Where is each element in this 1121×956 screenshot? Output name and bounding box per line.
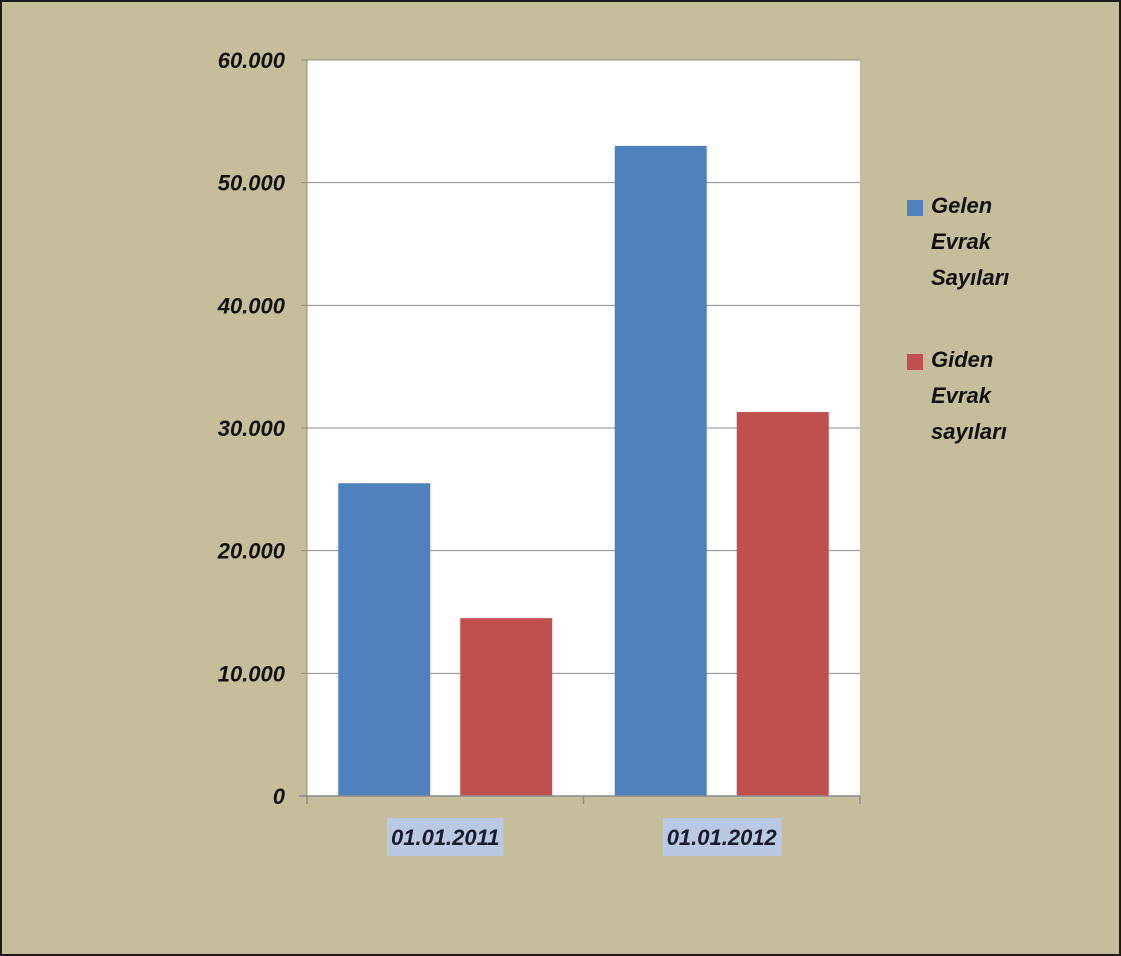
- x-category-highlight: [662, 818, 782, 856]
- x-category-label: 01.01.2011: [391, 825, 499, 850]
- bar-giden-2: [736, 412, 829, 796]
- legend: Gelen Evrak Sayıları Giden Evrak sayılar…: [905, 188, 1105, 496]
- legend-swatch-gelen: [907, 200, 923, 216]
- x-category: 01.01.2012: [662, 818, 782, 856]
- bar-giden-1: [460, 618, 553, 796]
- x-category-highlight: [387, 818, 504, 856]
- y-tick-label: 50.000: [218, 171, 286, 196]
- x-category-label: 01.01.2012: [667, 825, 778, 850]
- axes: [299, 59, 861, 804]
- x-category: 01.01.2011: [387, 818, 504, 856]
- y-tick-labels: 0 10.000 20.000 30.000 40.000 50.000 60.000: [217, 48, 286, 809]
- legend-label-giden: Giden Evrak sayıları: [931, 347, 1007, 444]
- y-tick-label: 40.000: [217, 293, 286, 318]
- y-tick-label: 30.000: [218, 416, 286, 441]
- y-tick-label: 0: [273, 784, 286, 809]
- legend-label-gelen: Gelen Evrak Sayıları: [931, 193, 1010, 290]
- bar-gelen-2: [614, 145, 707, 796]
- bar-gelen-1: [338, 483, 431, 796]
- legend-item-giden: Giden Evrak sayıları: [905, 342, 1105, 450]
- x-category-labels: 01.01.2011 01.01.2012: [387, 818, 782, 856]
- y-tick-label: 10.000: [218, 661, 286, 686]
- legend-swatch-giden: [907, 354, 923, 370]
- legend-item-gelen: Gelen Evrak Sayıları: [905, 188, 1105, 296]
- y-tick-label: 60.000: [218, 48, 286, 73]
- y-tick-label: 20.000: [217, 539, 286, 564]
- bars: [338, 145, 829, 796]
